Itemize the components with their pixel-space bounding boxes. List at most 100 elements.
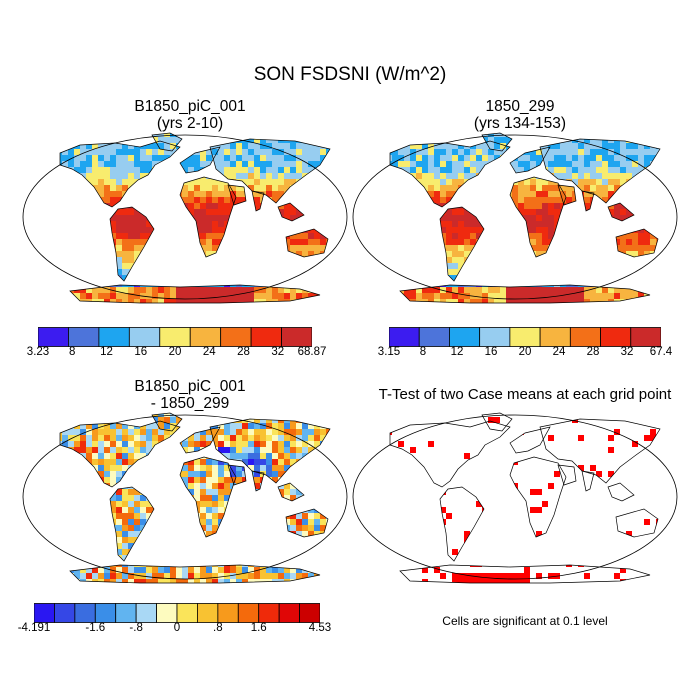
- map-cell: [224, 133, 230, 137]
- map-cell: [452, 221, 458, 227]
- map-cell: [200, 441, 206, 447]
- map-cell: [332, 411, 338, 417]
- map-cell: [662, 161, 668, 167]
- map-cell: [566, 155, 572, 161]
- map-cell: [314, 281, 320, 287]
- map-cell: [92, 453, 98, 459]
- map-cell: [356, 263, 362, 269]
- map-cell: [332, 287, 338, 293]
- map-cell: [56, 305, 62, 310]
- map-cell: [308, 417, 314, 423]
- map-cell: [662, 251, 668, 257]
- map-cell: [122, 185, 128, 191]
- map-cell: [224, 447, 230, 453]
- map-cell: [320, 413, 326, 417]
- map-cell: [20, 405, 26, 411]
- map-cell: [434, 133, 440, 137]
- map-cell: [320, 125, 326, 131]
- map-cell: [194, 441, 200, 447]
- map-cell: [326, 561, 330, 567]
- map-cell: [314, 133, 320, 137]
- map-cell: [272, 191, 278, 197]
- map-cell: [566, 293, 572, 299]
- map-cell: [464, 155, 470, 161]
- map-cell: [224, 191, 230, 197]
- map-cell: [32, 411, 38, 417]
- map-cell: [596, 155, 602, 161]
- map-cell: [326, 543, 330, 549]
- map-cell: [206, 125, 212, 131]
- map-cell: [110, 299, 116, 303]
- map-cell: [188, 459, 194, 465]
- map-cell: [176, 287, 182, 293]
- map-cell: [326, 263, 330, 269]
- map-cell: [464, 209, 470, 215]
- map-cell: [674, 299, 680, 305]
- map-cell: [650, 137, 656, 143]
- map-cell: [536, 185, 542, 191]
- map-cell: [362, 257, 368, 263]
- map-cell: [350, 293, 356, 299]
- map-cell: [506, 287, 512, 293]
- map-cell: [104, 155, 110, 161]
- map-cell: [44, 131, 50, 137]
- map-cell: [428, 133, 434, 137]
- map-cell: [224, 413, 230, 417]
- map-cell: [638, 239, 644, 245]
- map-cell: [194, 167, 200, 173]
- map-cell: [542, 179, 548, 185]
- map-cell: [38, 537, 44, 543]
- map-cell: [44, 405, 50, 411]
- map-cell: [92, 441, 98, 447]
- map-cell: [206, 251, 212, 257]
- map-cell: [212, 405, 218, 411]
- map-cell: [50, 131, 56, 137]
- map-cell: [548, 185, 554, 191]
- map-cell: [338, 149, 344, 155]
- map-cell: [380, 299, 386, 305]
- map-cell: [320, 525, 326, 531]
- map-cell: [194, 489, 200, 495]
- map-cell: [140, 405, 146, 411]
- map-cell: [206, 215, 212, 221]
- map-cell: [674, 173, 680, 179]
- map-cell: [86, 441, 92, 447]
- map-cell: [248, 405, 254, 411]
- map-cell: [206, 501, 212, 507]
- map-cell: [548, 133, 554, 137]
- map-cell: [86, 133, 92, 137]
- map-cell: [32, 405, 38, 411]
- map-cell: [296, 209, 302, 215]
- map-cell: [590, 185, 596, 191]
- map-cell: [584, 137, 590, 143]
- map-cell: [266, 155, 272, 161]
- map-cell: [212, 567, 218, 573]
- map-cell: [86, 435, 92, 441]
- map-cell: [224, 305, 230, 310]
- map-cell: [290, 513, 296, 519]
- map-cell: [194, 161, 200, 167]
- map-cell: [20, 179, 26, 185]
- map-cell: [452, 239, 458, 245]
- map-cell: [638, 233, 644, 239]
- map-cell: [272, 143, 278, 149]
- map-cell: [302, 137, 308, 143]
- map-cell: [110, 429, 116, 435]
- map-cell: [620, 233, 626, 239]
- map-cell: [110, 507, 116, 513]
- coastline: [109, 206, 155, 282]
- map-cell: [86, 423, 92, 429]
- map-cell: [476, 125, 482, 131]
- map-cell: [140, 567, 146, 573]
- map-cell: [290, 453, 296, 459]
- map-cell: [116, 489, 122, 495]
- map-cell: [44, 155, 50, 161]
- map-cell: [296, 281, 302, 287]
- map-cell: [626, 167, 632, 173]
- map-cell: [110, 215, 116, 221]
- map-cell: [338, 125, 344, 131]
- map-cell: [62, 405, 68, 411]
- map-cell: [182, 197, 188, 203]
- map-cell: [110, 567, 116, 573]
- map-cell: [608, 133, 614, 137]
